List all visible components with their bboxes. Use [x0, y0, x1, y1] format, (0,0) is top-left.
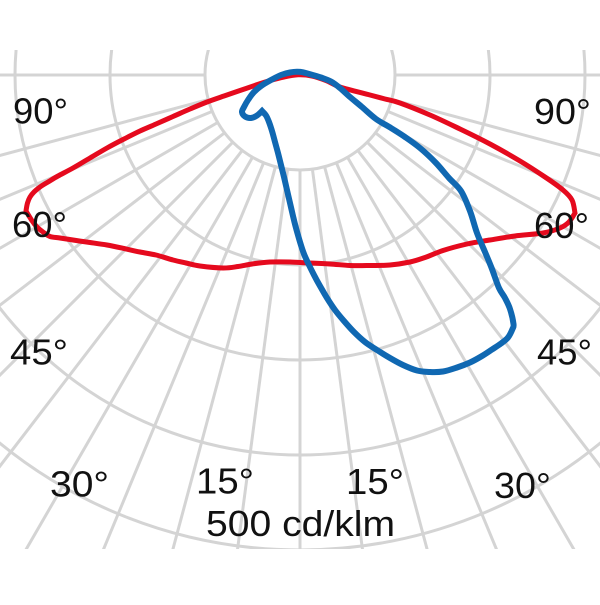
svg-text:60°: 60°	[534, 205, 589, 246]
svg-text:30°: 30°	[494, 465, 551, 506]
svg-text:45°: 45°	[537, 332, 592, 373]
svg-text:15°: 15°	[196, 461, 254, 502]
svg-text:500 cd/klm: 500 cd/klm	[206, 503, 395, 544]
svg-text:60°: 60°	[12, 204, 67, 245]
svg-text:15°: 15°	[346, 461, 404, 502]
svg-text:30°: 30°	[50, 464, 109, 505]
svg-text:45°: 45°	[10, 332, 68, 373]
svg-text:90°: 90°	[534, 91, 591, 132]
svg-text:90°: 90°	[13, 91, 68, 132]
